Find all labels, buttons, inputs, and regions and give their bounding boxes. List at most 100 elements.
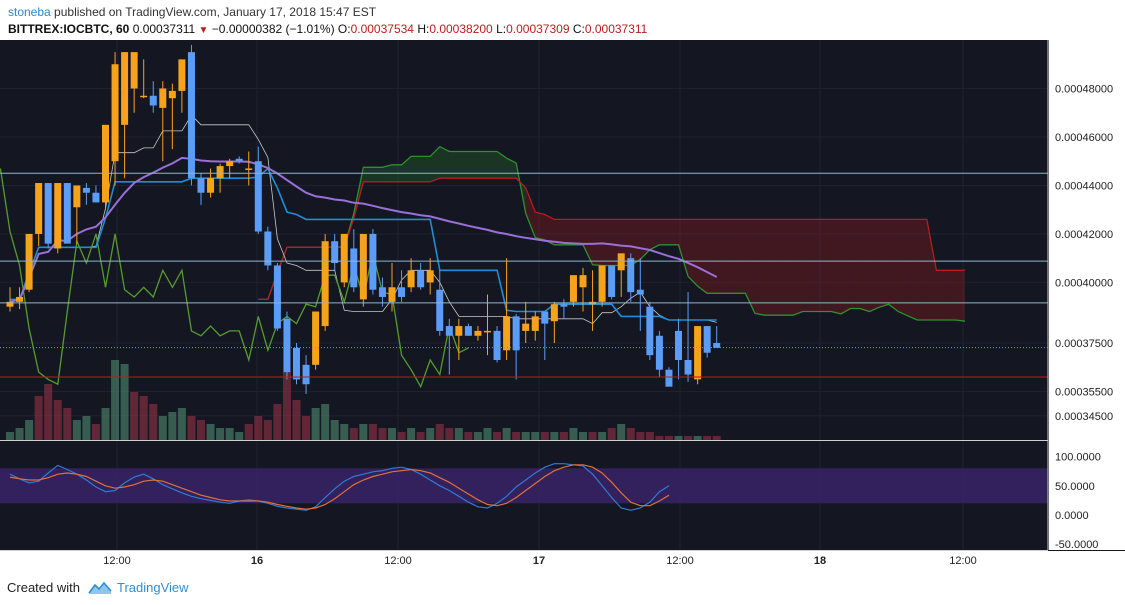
- candle-body[interactable]: [655, 335, 663, 370]
- candle-body[interactable]: [168, 90, 176, 99]
- candle-body[interactable]: [312, 311, 320, 365]
- candle-body[interactable]: [331, 241, 339, 264]
- candle-body[interactable]: [235, 158, 243, 162]
- candle-body[interactable]: [111, 64, 119, 162]
- candle-body[interactable]: [293, 347, 300, 380]
- candle-body[interactable]: [369, 233, 377, 290]
- tradingview-logo-icon[interactable]: [88, 581, 112, 600]
- stoch-rsi-pane: [0, 463, 1048, 511]
- candle-body[interactable]: [140, 95, 148, 98]
- candle-body[interactable]: [455, 326, 463, 336]
- candle-body[interactable]: [302, 364, 310, 385]
- candle-body[interactable]: [436, 289, 444, 331]
- candle-body[interactable]: [350, 248, 358, 288]
- candle-body[interactable]: [569, 275, 577, 302]
- candle-body[interactable]: [646, 306, 654, 356]
- candle-body[interactable]: [388, 287, 396, 302]
- cloud-segment: [917, 219, 927, 320]
- volume-bar: [187, 416, 196, 440]
- candle-body[interactable]: [464, 326, 472, 336]
- candle-body[interactable]: [531, 316, 539, 331]
- candle-body[interactable]: [398, 287, 406, 297]
- candle-body[interactable]: [25, 233, 33, 290]
- cloud-segment: [525, 187, 536, 238]
- candle-body[interactable]: [617, 253, 625, 271]
- candle-body[interactable]: [522, 323, 530, 331]
- volume-bar: [302, 416, 311, 440]
- volume-bar: [607, 428, 616, 440]
- volume-bar: [120, 364, 129, 440]
- candle-body[interactable]: [378, 287, 386, 297]
- candle-body[interactable]: [541, 311, 549, 324]
- candle-body[interactable]: [484, 330, 491, 333]
- candle-body[interactable]: [44, 183, 52, 244]
- candle-body[interactable]: [245, 168, 253, 170]
- tradingview-link[interactable]: TradingView: [117, 580, 189, 595]
- candle-body[interactable]: [675, 330, 682, 360]
- candle-body[interactable]: [35, 183, 43, 234]
- candle-body[interactable]: [54, 183, 62, 249]
- candle-body[interactable]: [694, 326, 702, 380]
- candle-body[interactable]: [159, 88, 167, 108]
- candle-body[interactable]: [321, 241, 329, 327]
- candle-body[interactable]: [713, 343, 721, 348]
- cloud-segment: [821, 219, 832, 312]
- candle-body[interactable]: [283, 318, 291, 373]
- candle-body[interactable]: [703, 326, 711, 353]
- candle-body[interactable]: [493, 330, 501, 360]
- candle-body[interactable]: [474, 330, 482, 336]
- candle-body[interactable]: [207, 178, 215, 193]
- candle-body[interactable]: [16, 296, 24, 302]
- candle-body[interactable]: [264, 231, 272, 266]
- candle-body[interactable]: [254, 161, 262, 232]
- cloud-segment: [630, 219, 641, 266]
- chart-canvas[interactable]: 0.000445050.000408770.000391550.00037311…: [0, 40, 1125, 570]
- cloud-segment: [907, 219, 918, 320]
- candle-body[interactable]: [6, 301, 14, 307]
- time-tick-label: 18: [814, 555, 826, 567]
- volume-bar: [63, 408, 72, 440]
- candles[interactable]: [6, 44, 721, 394]
- candle-body[interactable]: [130, 52, 138, 89]
- volume-bar: [626, 428, 635, 440]
- candle-body[interactable]: [407, 270, 415, 288]
- candle-body[interactable]: [178, 59, 186, 91]
- candle-body[interactable]: [598, 265, 606, 302]
- close-label: C:: [572, 22, 585, 36]
- candle-body[interactable]: [73, 185, 81, 208]
- candle-body[interactable]: [63, 183, 71, 244]
- candle-body[interactable]: [149, 95, 157, 106]
- price-tick-label: 0.00040000: [1055, 277, 1113, 289]
- candle-body[interactable]: [187, 52, 195, 179]
- candle-body[interactable]: [684, 360, 692, 375]
- candle-body[interactable]: [445, 326, 453, 336]
- candle-body[interactable]: [102, 124, 109, 203]
- candle-body[interactable]: [665, 369, 673, 387]
- candle-body[interactable]: [512, 316, 520, 351]
- candle-body[interactable]: [579, 275, 587, 288]
- senkou-span-b-line: [258, 177, 965, 301]
- candle-body[interactable]: [550, 304, 558, 322]
- candle-body[interactable]: [417, 270, 425, 288]
- candle-body[interactable]: [121, 52, 129, 125]
- candle-body[interactable]: [197, 178, 205, 193]
- candle-body[interactable]: [273, 265, 281, 329]
- cloud-segment: [754, 219, 765, 316]
- volume-bar: [168, 412, 177, 440]
- candle-body[interactable]: [359, 233, 367, 300]
- candle-body[interactable]: [426, 270, 434, 283]
- author-link[interactable]: stoneba: [8, 5, 51, 19]
- volume-bar: [6, 432, 14, 440]
- candle-body[interactable]: [503, 316, 511, 351]
- candle-body[interactable]: [608, 265, 616, 297]
- candle-body[interactable]: [340, 233, 348, 283]
- candle-body[interactable]: [216, 166, 224, 179]
- candle-body[interactable]: [226, 161, 234, 167]
- candle-body[interactable]: [560, 304, 568, 307]
- candle-body[interactable]: [82, 187, 90, 193]
- volume-bar: [263, 420, 272, 440]
- price-axis-background: [1049, 40, 1125, 550]
- candle-body[interactable]: [627, 258, 635, 293]
- candle-body[interactable]: [92, 192, 100, 203]
- candle-body[interactable]: [636, 289, 644, 295]
